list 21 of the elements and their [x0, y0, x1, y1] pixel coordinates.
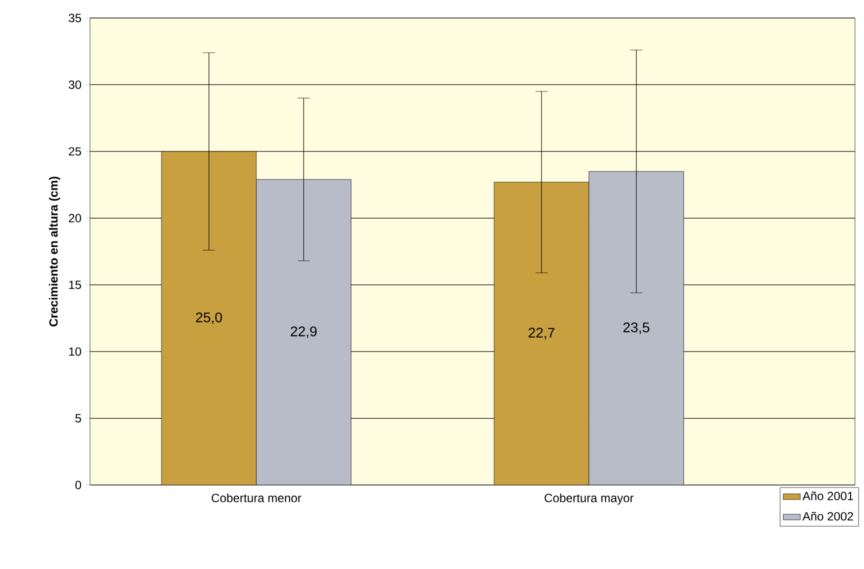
x-tick-label: Cobertura menor — [212, 493, 302, 502]
y-tick-label: 0 — [75, 480, 82, 490]
legend-label: Año 2002 — [802, 512, 854, 521]
bar — [256, 179, 352, 485]
y-tick-label: 5 — [75, 414, 82, 422]
data-label: 22,9 — [290, 326, 317, 338]
y-tick-label: 35 — [68, 14, 82, 22]
y-tick-label: 15 — [69, 280, 82, 290]
x-tick-label: Cobertura mayor — [544, 493, 634, 505]
y-tick-label: 10 — [69, 347, 82, 356]
y-tick-label: 30 — [68, 80, 82, 89]
y-tick-label: 25 — [68, 147, 82, 156]
data-label: 22,7 — [528, 328, 554, 340]
legend-label: Año 2001 — [802, 492, 854, 500]
y-tick-label: 20 — [68, 214, 82, 222]
bar — [161, 151, 257, 485]
data-label: 25,0 — [196, 312, 222, 324]
data-label: 23,5 — [623, 322, 650, 334]
bar — [588, 171, 684, 485]
y-axis-title: Crecimiento en altura (cm) — [48, 176, 60, 326]
bar — [494, 182, 590, 485]
